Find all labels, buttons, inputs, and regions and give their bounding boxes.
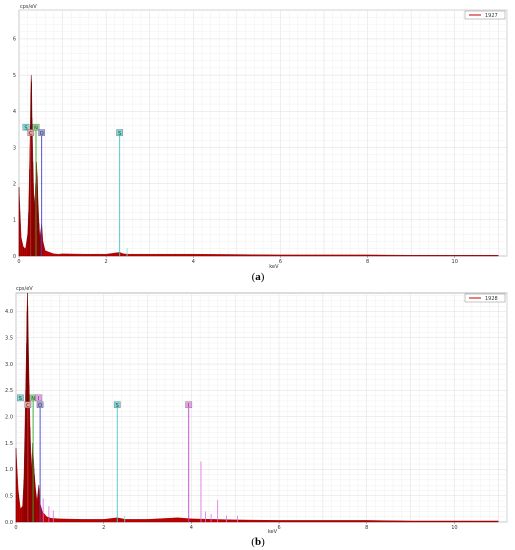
- element-label-box: [17, 394, 24, 402]
- element-label-s: S: [19, 396, 22, 402]
- caption-b: (b): [251, 536, 265, 548]
- x-axis-label: keV: [269, 264, 279, 270]
- element-label-box: [38, 129, 46, 136]
- element-label-box: [24, 401, 32, 408]
- x-tick-label: 4: [192, 259, 195, 265]
- legend: 1928: [464, 293, 506, 303]
- y-tick-label: 0.5: [5, 493, 13, 499]
- legend-box: [464, 10, 506, 20]
- element-label-n: N: [34, 125, 38, 131]
- element-label-box: [32, 123, 40, 131]
- y-tick-label: 1: [13, 218, 16, 224]
- caption-a-letter: a: [255, 271, 261, 283]
- element-label-box: [185, 401, 193, 408]
- y-axis-label: cps/eV: [16, 286, 33, 292]
- element-label-box: [116, 129, 123, 136]
- x-tick-label: 4: [190, 525, 193, 531]
- x-tick-label: 2: [105, 259, 108, 265]
- element-label-c: C: [26, 403, 30, 409]
- y-tick-label: 0: [13, 254, 16, 260]
- legend-label: 1927: [485, 13, 498, 19]
- y-tick-label: 5: [13, 73, 16, 79]
- y-tick-label: 2: [13, 181, 16, 187]
- x-tick-label: 6: [277, 525, 280, 531]
- legend-label: 1928: [485, 296, 498, 302]
- panel-b: 0.0 0.5 1.0 1.5 2.0 2.5 3.0 3.5 4.0 0 2 4 6 8 10 cps/eV…: [5, 286, 508, 535]
- y-tick-label: 3.5: [5, 336, 13, 342]
- y-tick-label: 3.0: [5, 362, 13, 368]
- element-label-box: [22, 123, 30, 131]
- element-label-s: S: [116, 403, 119, 409]
- y-axis-label: cps/eV: [20, 4, 37, 10]
- element-label-o: O: [40, 131, 44, 137]
- element-label-box: [35, 394, 43, 402]
- x-tick-label: 10: [452, 259, 458, 265]
- y-tick-label: 1.0: [5, 467, 13, 473]
- y-tick-label: 6: [13, 37, 16, 43]
- legend: 1927: [464, 10, 506, 20]
- y-tick-label: 4.0: [5, 309, 13, 315]
- element-label-c: C: [29, 131, 33, 137]
- y-tick-label: 2.0: [5, 415, 13, 421]
- y-tick-label: 0.0: [5, 520, 13, 526]
- caption-b-letter: b: [254, 536, 262, 548]
- element-label-box: [27, 129, 35, 136]
- y-tick-label: 2.5: [5, 388, 13, 394]
- element-label-s: S: [118, 131, 121, 137]
- x-tick-label: 8: [365, 525, 368, 531]
- x-tick-label: 8: [366, 259, 369, 265]
- x-tick-label: 10: [451, 525, 457, 531]
- element-label-i: I: [188, 403, 189, 409]
- x-axis-label: keV: [268, 529, 278, 535]
- x-tick-label: 0: [14, 525, 17, 531]
- element-label-n: N: [31, 396, 35, 402]
- x-tick-label: 2: [102, 525, 105, 531]
- element-label-s: S: [24, 125, 27, 131]
- element-label-box: [36, 401, 44, 408]
- y-tick-label: 3: [13, 145, 16, 151]
- legend-box: [464, 293, 506, 303]
- x-tick-label: 6: [279, 259, 282, 265]
- element-label-box: [113, 401, 121, 408]
- element-label-i: I: [38, 396, 39, 402]
- element-label-o: O: [38, 403, 42, 409]
- y-tick-label: 4: [13, 109, 16, 115]
- x-tick-label: 0: [17, 259, 20, 265]
- caption-a: (a): [251, 271, 265, 283]
- y-tick-label: 1.5: [5, 441, 13, 447]
